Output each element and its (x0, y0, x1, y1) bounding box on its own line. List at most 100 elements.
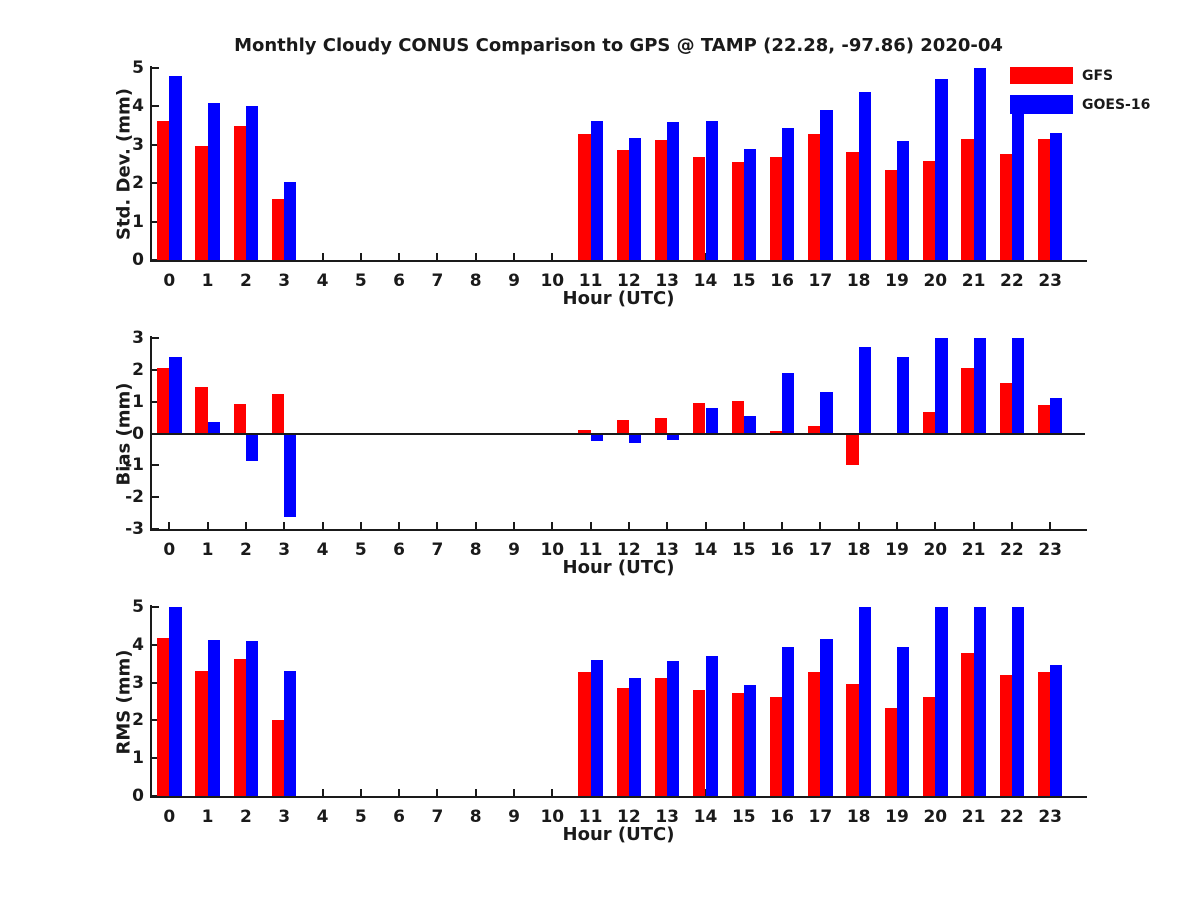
x-tick-label: 4 (316, 807, 329, 827)
x-tick-label: 4 (316, 271, 329, 291)
x-tick-label: 11 (578, 271, 603, 291)
x-tick-label: 16 (770, 807, 794, 827)
goes16-bar-hour-19 (897, 357, 910, 434)
y-tick-label: 1 (132, 211, 144, 232)
goes16-bar-hour-14 (705, 120, 718, 260)
goes16-bar-hour-22 (1011, 94, 1025, 260)
x-tick (551, 522, 554, 529)
y-tick-label: 4 (132, 634, 144, 655)
gfs-bar-hour-1 (195, 671, 208, 796)
y-tick (152, 400, 159, 403)
x-tick-label: 20 (923, 271, 948, 291)
goes16-bar-hour-18 (858, 346, 871, 434)
gfs-bar-hour-19 (884, 169, 897, 260)
x-tick (321, 522, 324, 529)
gfs-bar-hour-13 (654, 418, 668, 434)
gfs-bar-hour-19 (884, 708, 897, 796)
goes16-bar-hour-13 (667, 433, 680, 440)
y-tick-label: 5 (132, 58, 144, 78)
x-tick-label: 11 (578, 807, 603, 827)
x-tick-label: 5 (354, 271, 367, 291)
gfs-bar-hour-23 (1037, 404, 1051, 434)
x-tick-label: 22 (1000, 807, 1024, 827)
x-tick (398, 789, 401, 796)
y-tick-label: 3 (132, 328, 144, 348)
gfs-bar-hour-3 (271, 198, 285, 260)
gfs-bar-hour-16 (769, 430, 783, 434)
x-tick (436, 253, 439, 260)
x-tick-label: 14 (693, 271, 718, 291)
x-tick-label: 17 (808, 271, 833, 291)
goes16-bar-hour-17 (820, 391, 833, 434)
gfs-bar-hour-17 (808, 426, 821, 434)
y-tick-label: -3 (125, 519, 144, 539)
y-tick (152, 105, 159, 108)
x-tick (819, 522, 822, 529)
goes16-bar-hour-17 (820, 110, 833, 260)
x-tick-label: 1 (201, 540, 214, 560)
x-tick-label: 16 (770, 540, 794, 560)
y-tick-label: 0 (132, 250, 144, 270)
x-tick-label: 3 (278, 807, 291, 827)
goes16-bar-hour-1 (207, 640, 220, 796)
gfs-bar-hour-23 (1037, 672, 1051, 796)
x-tick-label: 11 (578, 540, 603, 560)
gfs-bar-hour-3 (271, 393, 285, 434)
x-tick (321, 253, 324, 260)
x-tick (513, 253, 515, 260)
x-tick-label: 0 (163, 807, 176, 827)
goes16-bar-hour-13 (667, 661, 680, 796)
goes16-bar-hour-22 (1011, 338, 1025, 434)
goes16-bar-hour-20 (935, 338, 948, 434)
x-tick-label: 18 (846, 540, 871, 560)
gfs-bar-hour-15 (731, 401, 744, 434)
x-tick-label: 2 (239, 807, 252, 827)
y-tick (152, 143, 159, 146)
x-tick-label: 1 (201, 271, 214, 291)
x-tick-label: 2 (239, 271, 252, 291)
goes16-bar-hour-1 (207, 102, 220, 260)
goes16-bar-hour-20 (935, 78, 948, 260)
gfs-bar-hour-14 (693, 157, 706, 260)
x-tick-label: 12 (617, 271, 641, 291)
x-tick-label: 23 (1038, 271, 1063, 291)
y-tick-label: 1 (132, 748, 144, 769)
gfs-bar-hour-11 (578, 430, 591, 434)
x-tick-label: 14 (693, 807, 718, 827)
goes16-bar-hour-20 (935, 607, 948, 796)
x-tick-label: 8 (469, 807, 482, 827)
goes16-bar-hour-15 (743, 415, 757, 434)
x-tick (742, 522, 745, 529)
x-tick-label: 21 (961, 271, 986, 291)
y-tick-label: 2 (132, 173, 144, 194)
x-tick-label: 0 (163, 540, 176, 560)
goes16-bar-hour-16 (782, 128, 795, 260)
goes16-bar-hour-18 (858, 92, 871, 260)
x-tick-label: 7 (431, 807, 444, 827)
x-tick (436, 789, 439, 796)
x-tick-label: 8 (469, 540, 482, 560)
gfs-bar-hour-2 (233, 125, 246, 260)
y-tick (152, 182, 159, 185)
y-tick-label: 2 (132, 710, 144, 731)
y-tick-label: 5 (132, 597, 144, 617)
x-tick-label: 22 (1000, 540, 1024, 560)
y-axis-line (150, 605, 152, 798)
x-tick-label: 21 (961, 807, 986, 827)
chart-title: Monthly Cloudy CONUS Comparison to GPS @… (234, 35, 1003, 56)
goes16-bar-hour-14 (705, 656, 718, 796)
y-tick (152, 464, 159, 467)
x-tick-label: 15 (731, 271, 756, 291)
xlabel-hour-utc-bias: Hour (UTC) (562, 557, 675, 578)
x-tick-label: 23 (1038, 807, 1063, 827)
goes16-bar-hour-3 (284, 182, 297, 260)
x-tick-label: 20 (923, 807, 948, 827)
x-tick-label: 6 (393, 540, 406, 560)
gfs-bar-hour-13 (654, 678, 668, 796)
x-axis-line (150, 529, 1087, 531)
y-tick-label: 1 (132, 391, 144, 412)
legend-swatch-gfs (1010, 67, 1073, 84)
goes16-bar-hour-13 (667, 121, 680, 260)
